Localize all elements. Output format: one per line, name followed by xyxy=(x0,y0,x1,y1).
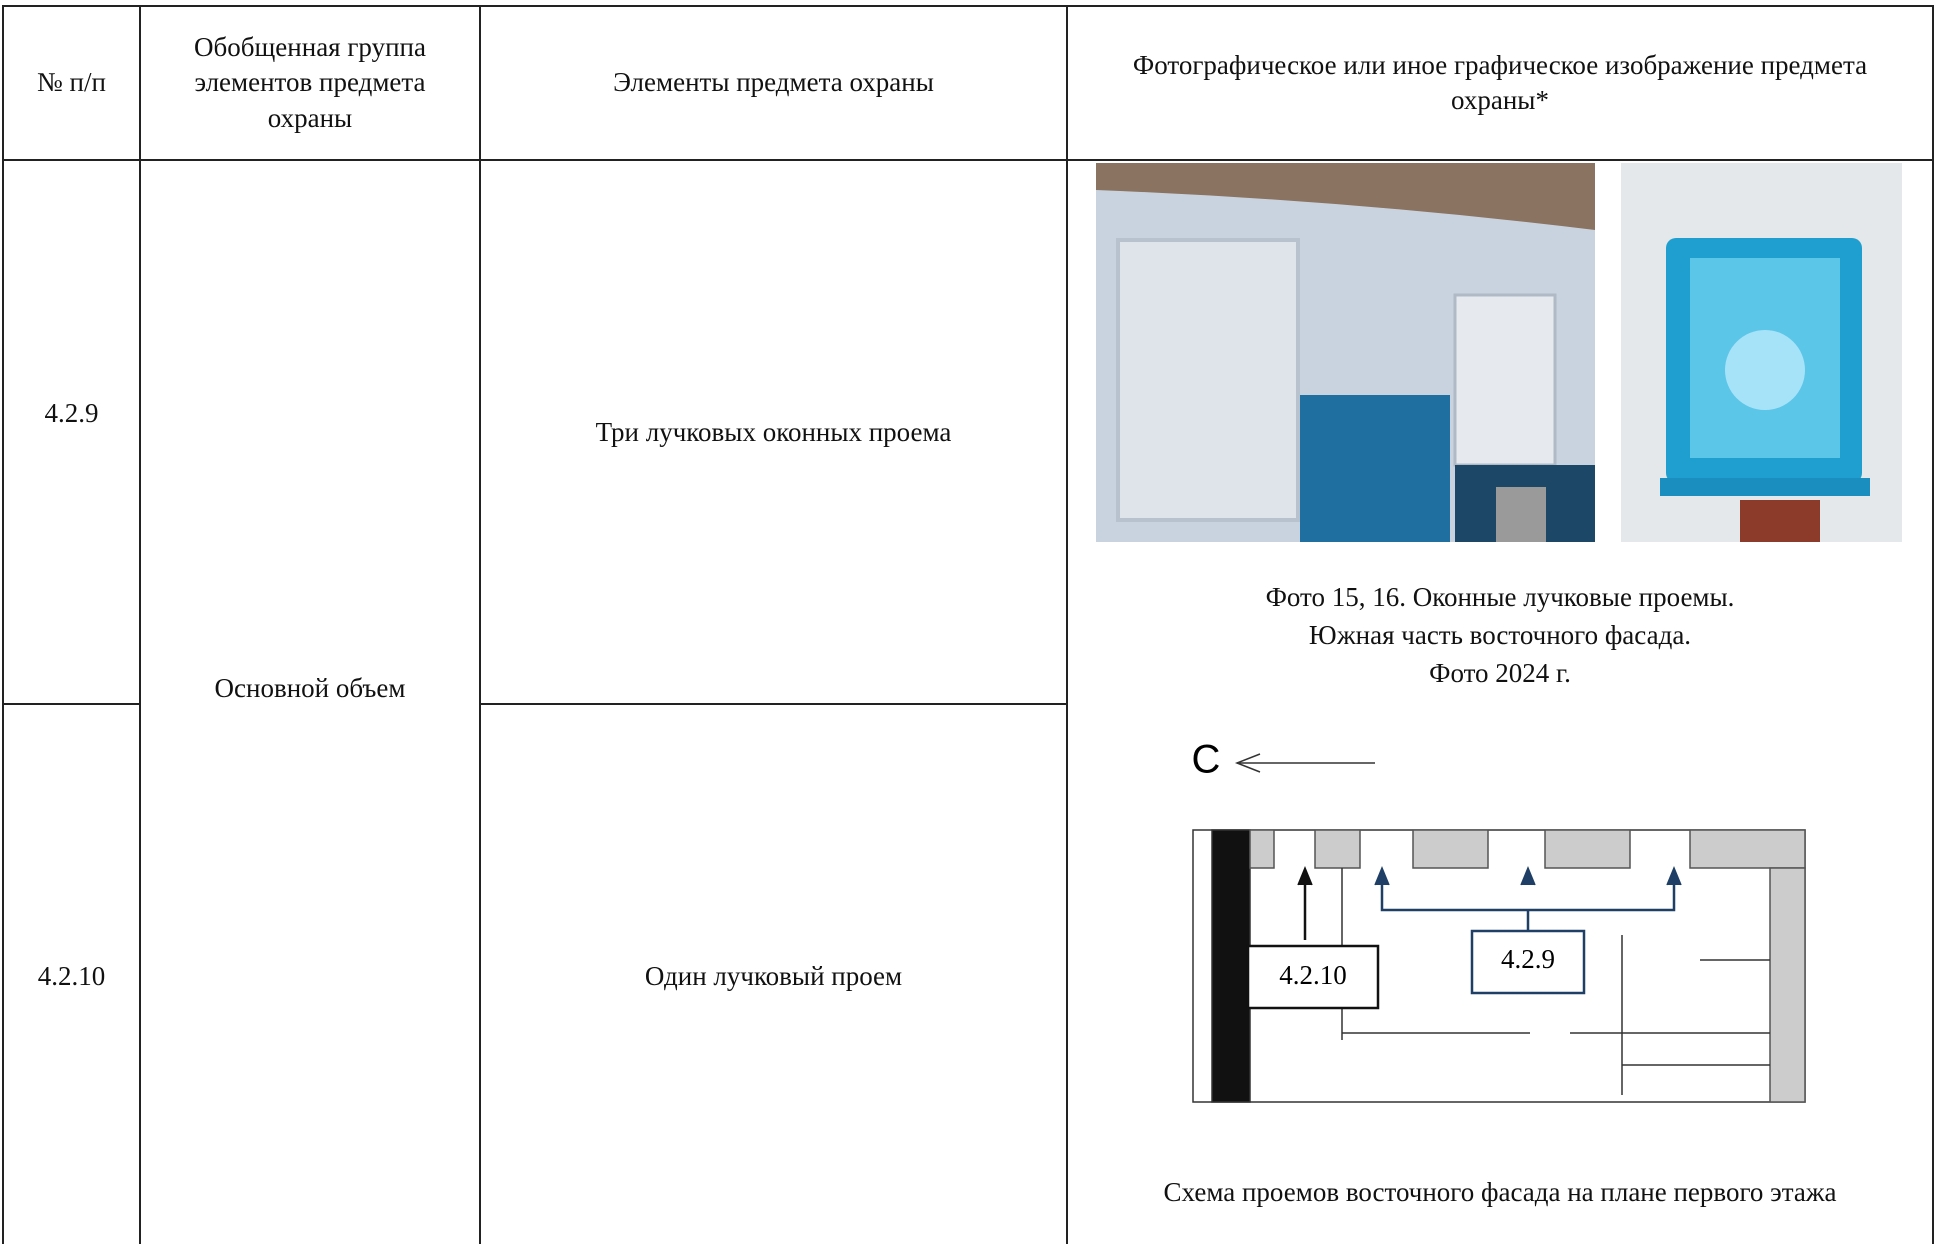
north-label: С xyxy=(1192,738,1221,782)
floor-plan xyxy=(1192,753,1806,1103)
photo-caption: Фото 15, 16. Оконные лучковые проемы. xyxy=(1265,582,1735,613)
schema-label: 4.2.9 xyxy=(1501,944,1555,974)
element-name: Один лучковый проем xyxy=(644,961,903,992)
photo-caption: Южная часть восточного фасада. xyxy=(1308,620,1692,651)
row-number: 4.2.9 xyxy=(44,398,99,429)
photo xyxy=(1096,163,1595,542)
schema-label: 4.2.10 xyxy=(1279,960,1347,990)
header-cell: Фотографическое или иное графическое изо… xyxy=(1132,49,1868,115)
header-cell: Элементы предмета охраны xyxy=(613,67,934,98)
row-number: 4.2.10 xyxy=(37,961,106,992)
photo xyxy=(1621,163,1902,542)
header-cell: Обобщенная группа элементов предмета охр… xyxy=(194,32,426,133)
schema-caption: Схема проемов восточного фасада на плане… xyxy=(1163,1177,1837,1208)
header-cell: № п/п xyxy=(37,67,106,98)
element-name: Три лучковых оконных проема xyxy=(595,417,952,448)
group-name: Основной объем xyxy=(214,673,406,704)
photo-caption: Фото 2024 г. xyxy=(1429,658,1571,689)
